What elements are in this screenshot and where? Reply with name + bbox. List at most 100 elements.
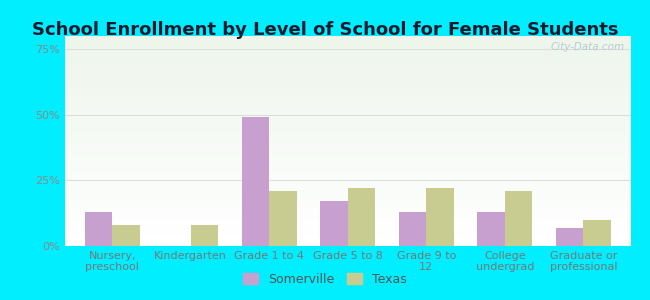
Bar: [65, 166, 630, 168]
Bar: [65, 49, 630, 51]
Bar: [65, 191, 630, 194]
Bar: [65, 78, 630, 80]
Bar: [65, 137, 630, 139]
Bar: [65, 128, 630, 130]
Bar: [65, 61, 630, 63]
Bar: [65, 223, 630, 225]
Bar: [65, 118, 630, 120]
Bar: [65, 44, 630, 46]
Bar: [65, 114, 630, 116]
Bar: [399, 212, 426, 246]
Bar: [65, 231, 630, 233]
Bar: [65, 229, 630, 231]
Bar: [65, 84, 630, 86]
Legend: Somerville, Texas: Somerville, Texas: [239, 268, 411, 291]
Bar: [65, 154, 630, 156]
Bar: [584, 220, 611, 246]
Bar: [320, 201, 348, 246]
Bar: [426, 188, 454, 246]
Bar: [65, 120, 630, 122]
Bar: [65, 210, 630, 212]
Bar: [65, 189, 630, 191]
Bar: [65, 122, 630, 124]
Bar: [65, 204, 630, 206]
Bar: [348, 188, 375, 246]
Text: School Enrollment by Level of School for Female Students: School Enrollment by Level of School for…: [32, 21, 618, 39]
Bar: [65, 187, 630, 189]
Bar: [65, 51, 630, 53]
Bar: [65, 141, 630, 143]
Bar: [65, 172, 630, 175]
Bar: [65, 42, 630, 44]
Bar: [65, 156, 630, 158]
Bar: [65, 233, 630, 236]
Bar: [65, 238, 630, 240]
Bar: [65, 206, 630, 208]
Bar: [65, 36, 630, 38]
Bar: [65, 194, 630, 196]
Bar: [65, 70, 630, 72]
Bar: [65, 202, 630, 204]
Bar: [65, 200, 630, 202]
Bar: [65, 225, 630, 227]
Bar: [65, 133, 630, 135]
Bar: [65, 244, 630, 246]
Bar: [65, 130, 630, 133]
Bar: [65, 236, 630, 238]
Bar: [65, 164, 630, 166]
Bar: [65, 65, 630, 68]
Bar: [65, 139, 630, 141]
Bar: [65, 212, 630, 214]
Bar: [65, 242, 630, 244]
Bar: [65, 110, 630, 112]
Bar: [65, 219, 630, 221]
Bar: [65, 126, 630, 128]
Bar: [65, 53, 630, 55]
Bar: [84, 212, 112, 246]
Bar: [112, 225, 140, 246]
Bar: [65, 91, 630, 93]
Bar: [556, 228, 584, 246]
Bar: [65, 82, 630, 84]
Bar: [65, 240, 630, 242]
Bar: [65, 40, 630, 42]
Bar: [65, 59, 630, 61]
Bar: [65, 116, 630, 118]
Bar: [269, 191, 296, 246]
Bar: [65, 135, 630, 137]
Bar: [65, 101, 630, 103]
Bar: [65, 103, 630, 105]
Bar: [477, 212, 505, 246]
Bar: [505, 191, 532, 246]
Bar: [65, 168, 630, 170]
Bar: [65, 124, 630, 126]
Bar: [65, 214, 630, 217]
Bar: [65, 143, 630, 145]
Bar: [65, 160, 630, 162]
Bar: [65, 177, 630, 179]
Bar: [65, 38, 630, 40]
Bar: [65, 183, 630, 185]
Bar: [65, 221, 630, 223]
Text: City-Data.com: City-Data.com: [551, 42, 625, 52]
Bar: [65, 80, 630, 82]
Bar: [65, 55, 630, 57]
Bar: [65, 107, 630, 110]
Bar: [65, 145, 630, 147]
Bar: [65, 152, 630, 154]
Bar: [65, 198, 630, 200]
Bar: [65, 196, 630, 198]
Bar: [65, 112, 630, 114]
Bar: [65, 95, 630, 97]
Bar: [65, 93, 630, 95]
Bar: [65, 147, 630, 149]
Bar: [242, 117, 269, 246]
Bar: [65, 175, 630, 177]
Bar: [65, 149, 630, 152]
Bar: [65, 86, 630, 88]
Bar: [65, 181, 630, 183]
Bar: [65, 57, 630, 59]
Bar: [65, 179, 630, 181]
Bar: [65, 162, 630, 164]
Bar: [65, 88, 630, 91]
